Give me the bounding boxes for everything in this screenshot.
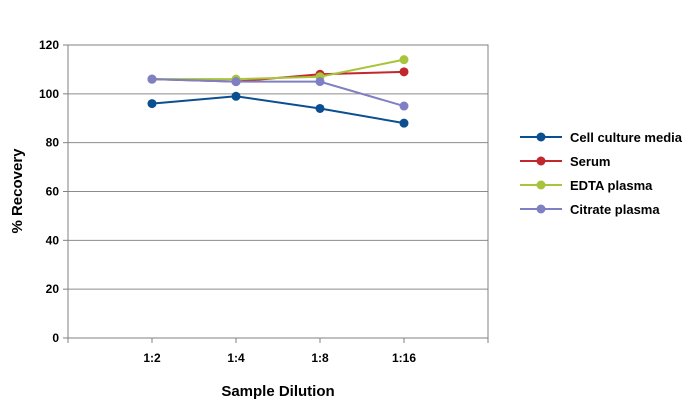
y-axis-title: % Recovery (9, 148, 26, 234)
plot-area-border (67, 44, 489, 339)
data-point (399, 118, 409, 128)
data-point (147, 99, 157, 109)
series-line (152, 58, 405, 81)
series-line (151, 95, 405, 125)
y-tick-label: 40 (46, 233, 60, 247)
y-tick-label: 100 (39, 87, 59, 101)
legend-marker (536, 156, 546, 166)
series-line (151, 78, 405, 108)
legend-item: Cell culture media (520, 130, 683, 145)
legend-label: Serum (570, 154, 610, 169)
data-point (399, 101, 409, 111)
series-3 (147, 74, 409, 111)
data-point (399, 67, 409, 77)
series-1 (147, 67, 409, 87)
axes: 0 20 40 60 80 100 120 1:2 1:4 1:8 1:16 (39, 38, 489, 365)
y-tick-label: 120 (39, 38, 59, 52)
legend: Cell culture media Serum EDTA plasma Citrat… (520, 130, 683, 217)
y-tick-label: 60 (46, 185, 60, 199)
y-tick-label: 80 (46, 136, 60, 150)
x-axis-title: Sample Dilution (221, 383, 334, 400)
legend-marker (536, 180, 546, 190)
legend-marker (536, 204, 546, 214)
legend-label: EDTA plasma (570, 178, 653, 193)
data-point (231, 77, 241, 87)
data-point (315, 77, 325, 87)
x-tick-label: 1:2 (143, 351, 161, 365)
series-layer (147, 55, 409, 128)
x-tick-label: 1:8 (311, 351, 329, 365)
legend-label: Citrate plasma (570, 202, 660, 217)
legend-label: Cell culture media (570, 130, 683, 145)
x-tick-label: 1:4 (227, 351, 245, 365)
x-tick-label: 1:16 (392, 351, 416, 365)
legend-item: Citrate plasma (520, 202, 660, 217)
legend-marker (536, 132, 546, 142)
y-tick-label: 20 (46, 282, 60, 296)
data-point (231, 91, 241, 101)
data-point (399, 55, 409, 65)
series-0 (147, 91, 409, 128)
data-point (315, 103, 325, 113)
y-tick-label: 0 (52, 331, 59, 345)
legend-item: EDTA plasma (520, 178, 653, 193)
data-point (147, 74, 157, 84)
legend-item: Serum (520, 154, 610, 169)
